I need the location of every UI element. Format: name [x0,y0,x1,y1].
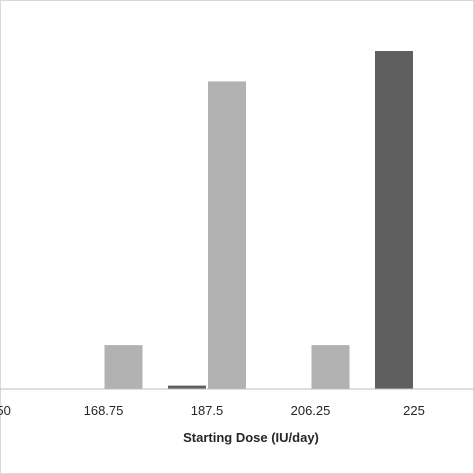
bars-layer [104,51,413,390]
bar-series2-168_75 [104,345,143,389]
x-tick-labels: 150 168.75 187.5 206.25 225 [0,403,425,418]
x-axis-title: Starting Dose (IU/day) [183,430,319,445]
bar-series2-206_25 [311,345,350,389]
x-tick-label: 225 [403,403,425,418]
bar-series1-225 [375,51,413,389]
bar-series1-187_5 [168,385,206,389]
x-tick-label: 168.75 [84,403,124,418]
x-tick-label: 187.5 [191,403,224,418]
x-tick-label: 150 [0,403,11,418]
x-tick-label: 206.25 [291,403,331,418]
bar-series2-187_5 [208,81,246,390]
